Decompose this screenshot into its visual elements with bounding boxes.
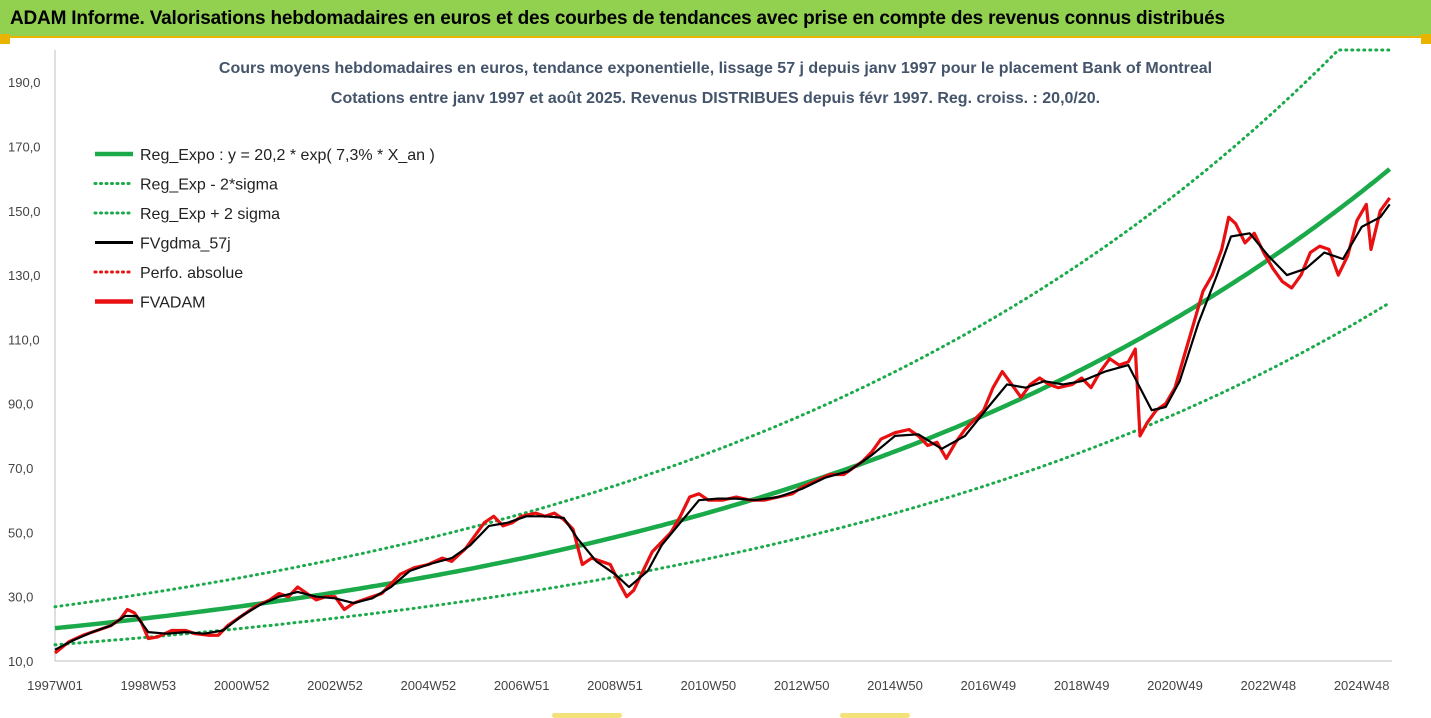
- legend-label: Reg_Exp + 2 sigma: [140, 206, 280, 223]
- y-tick-label: 190,0: [8, 75, 41, 90]
- x-tick-label: 2022W48: [1241, 678, 1297, 693]
- x-tick-label: 1997W01: [27, 678, 83, 693]
- axes: 10,0 30,0 50,0 70,0 90,0 110,0 130,0 150,0 170,0…: [8, 50, 1392, 693]
- legend-label: Perfo. absolue: [140, 265, 243, 282]
- x-tick-label: 2024W48: [1334, 678, 1390, 693]
- x-tick-label: 2012W50: [774, 678, 830, 693]
- series-fvadam: [53, 196, 1391, 655]
- y-tick-label: 50,0: [8, 525, 33, 540]
- trend-line: [54, 167, 1392, 631]
- x-tick-label: 2008W51: [587, 678, 643, 693]
- x-tick-label: 2004W52: [401, 678, 457, 693]
- chart-subtitle: Cotations entre janv 1997 et août 2025. …: [330, 90, 1101, 107]
- x-tick-label: 2014W50: [867, 678, 923, 693]
- corner-marker-right: [1421, 34, 1431, 44]
- bottom-marker: [552, 713, 622, 718]
- x-tick-label: 2020W49: [1147, 678, 1203, 693]
- line-chart: 10,0 30,0 50,0 70,0 90,0 110,0 130,0 150,0 170,0…: [8, 48, 1392, 693]
- y-tick-label: 170,0: [8, 139, 41, 154]
- chart-title: Cours moyens hebdomadaires en euros, ten…: [218, 60, 1213, 77]
- legend-label: FVgdma_57j: [140, 236, 231, 253]
- y-tick-label: 130,0: [8, 268, 41, 283]
- legend-label: FVADAM: [140, 295, 205, 312]
- y-tick-label: 70,0: [8, 461, 33, 476]
- x-tick-label: 2016W49: [961, 678, 1017, 693]
- x-tick-label: 2002W52: [307, 678, 363, 693]
- y-tick-label: 110,0: [8, 332, 40, 347]
- x-tick-label: 2010W50: [681, 678, 737, 693]
- series-fvgdma-57j: [54, 203, 1391, 651]
- y-tick-label: 150,0: [8, 204, 41, 219]
- y-tick-label: 90,0: [8, 397, 33, 412]
- trend-upper-band: [53, 48, 1392, 609]
- bottom-marker: [840, 713, 910, 718]
- corner-marker-left: [0, 34, 10, 44]
- y-tick-label: 10,0: [8, 654, 33, 669]
- chart-area: Cours moyens hebdomadaires en euros, ten…: [0, 38, 1431, 718]
- legend-label: Reg_Exp - 2*sigma: [140, 177, 278, 194]
- legend-label: Reg_Expo : y = 20,2 * exp( 7,3% * X_an ): [140, 147, 435, 164]
- y-tick-label: 30,0: [8, 590, 33, 605]
- x-tick-label: 1998W53: [121, 678, 177, 693]
- trend-lower-band: [53, 301, 1392, 647]
- plot-series: [53, 48, 1392, 655]
- x-tick-label: 2018W49: [1054, 678, 1110, 693]
- x-tick-label: 2006W51: [494, 678, 550, 693]
- header-banner: ADAM Informe. Valorisations hebdomadaire…: [0, 0, 1431, 38]
- report-title: ADAM Informe. Valorisations hebdomadaire…: [10, 8, 1225, 29]
- legend: Reg_Expo : y = 20,2 * exp( 7,3% * X_an )…: [93, 147, 435, 312]
- x-tick-label: 2000W52: [214, 678, 270, 693]
